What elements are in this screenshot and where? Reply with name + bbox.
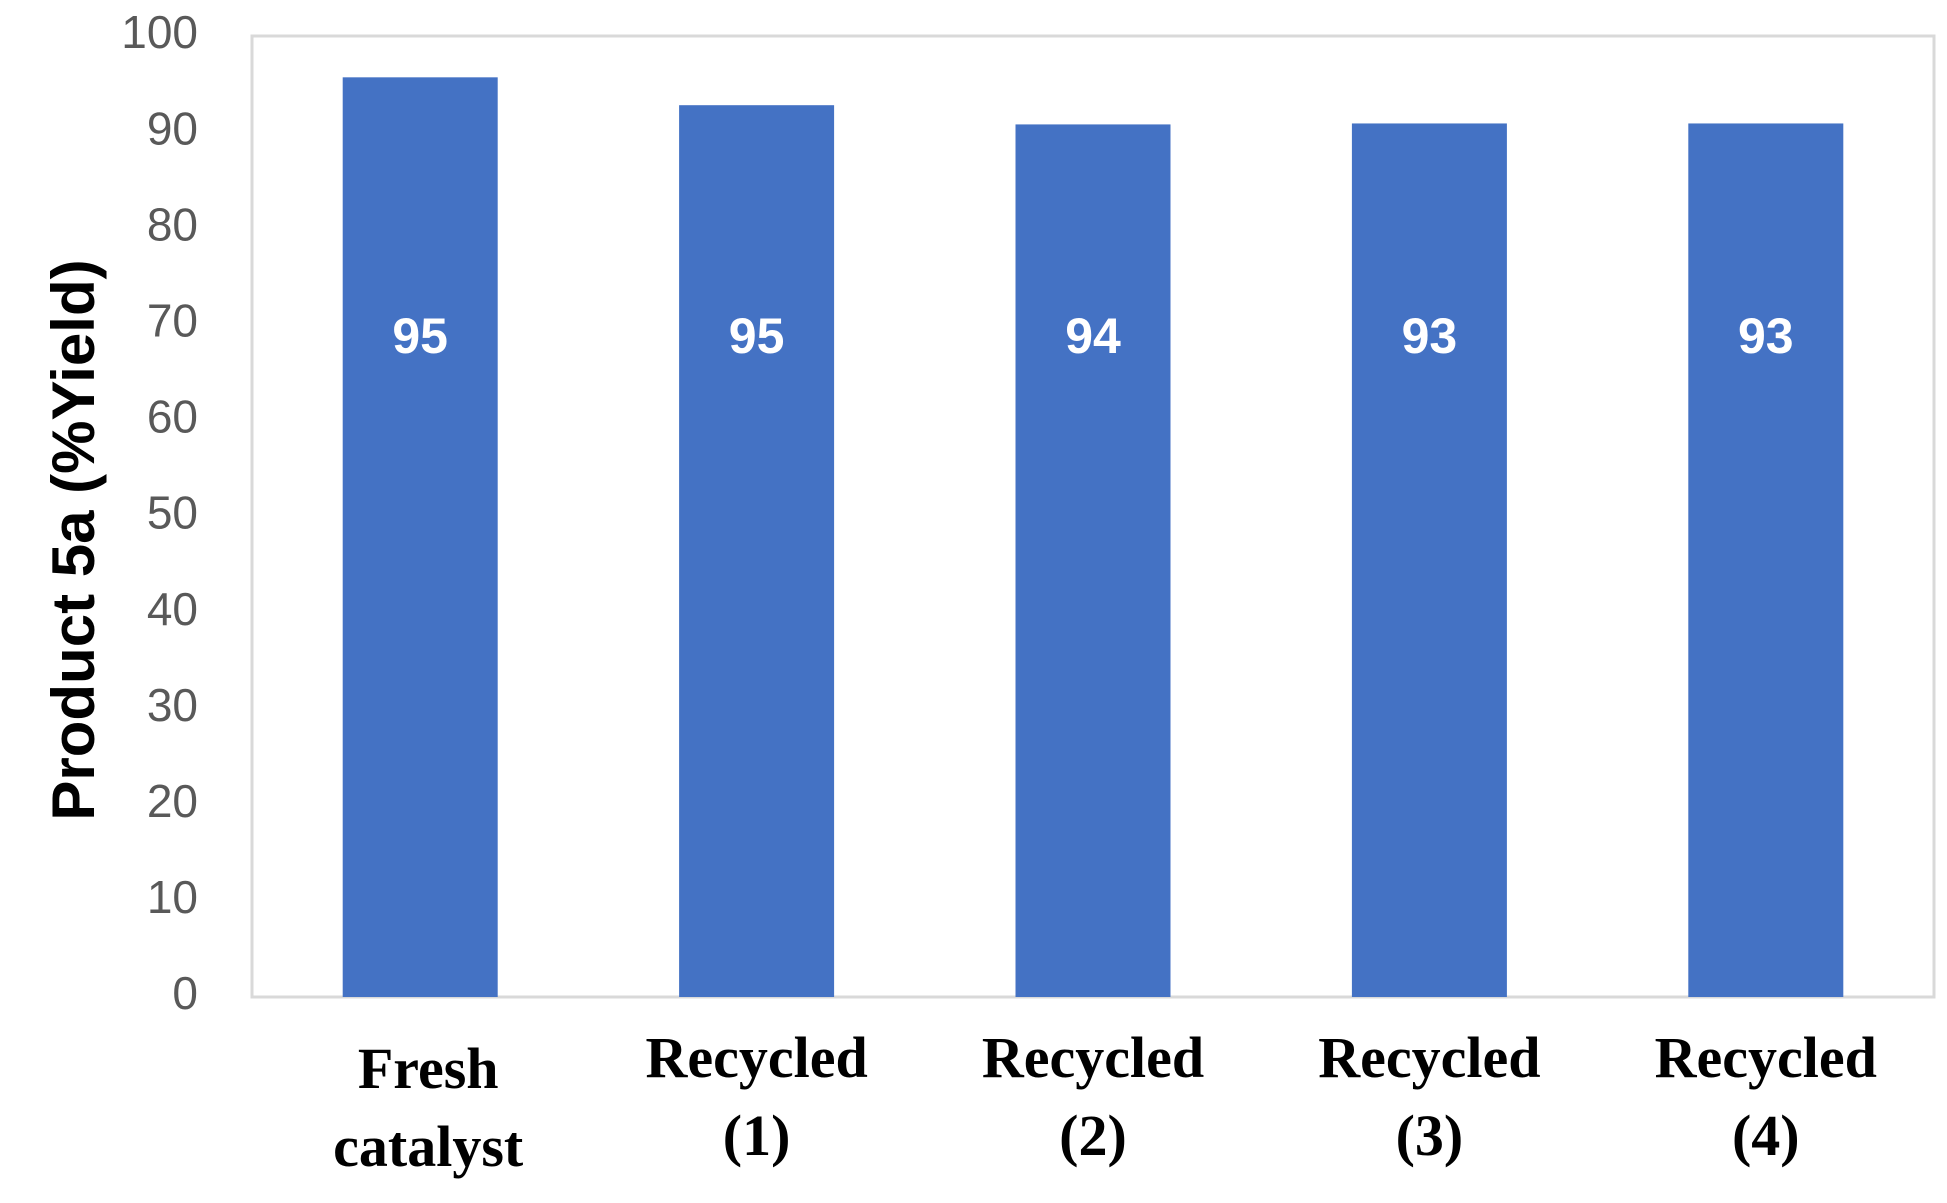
data-labels-group: 95 95 94 93 93 (392, 308, 1793, 364)
x-category-label: Recycled (1655, 1025, 1877, 1090)
bar (1351, 123, 1507, 998)
x-axis-labels: Fresh catalyst Recycled (1) Recycled (2) Recyc… (333, 1025, 1877, 1179)
bar (1688, 123, 1844, 998)
y-tick-label: 80 (147, 198, 198, 250)
y-tick-label: 90 (147, 102, 198, 154)
bar (342, 77, 498, 997)
y-tick-label: 40 (147, 583, 198, 635)
y-tick-label: 100 (121, 6, 198, 58)
x-category-label: Recycled (982, 1025, 1204, 1090)
x-category-label: Recycled (645, 1025, 867, 1090)
y-tick-label: 70 (147, 294, 198, 346)
x-category-label: (2) (1059, 1103, 1127, 1168)
x-category-label: (1) (723, 1103, 791, 1168)
bar-data-label: 95 (392, 308, 448, 364)
y-tick-label: 0 (172, 967, 198, 1019)
x-category-label: (3) (1396, 1103, 1464, 1168)
bars-group (342, 77, 1844, 998)
x-category-label: catalyst (333, 1114, 524, 1179)
y-tick-label: 50 (147, 487, 198, 539)
y-axis-ticks: 0 10 20 30 40 50 60 70 80 90 100 (121, 6, 198, 1019)
y-tick-label: 20 (147, 775, 198, 827)
x-category-label: Recycled (1318, 1025, 1540, 1090)
x-category-label: Fresh (358, 1036, 499, 1101)
bar-data-label: 93 (1402, 308, 1458, 364)
bar-data-label: 95 (729, 308, 785, 364)
x-category-label: (4) (1732, 1103, 1800, 1168)
y-tick-label: 30 (147, 679, 198, 731)
bar-data-label: 94 (1065, 308, 1121, 364)
bar (679, 105, 835, 997)
y-tick-label: 10 (147, 871, 198, 923)
y-axis-title: Product 5a (%Yield) (40, 259, 107, 820)
bar-data-label: 93 (1738, 308, 1794, 364)
bar (1015, 124, 1171, 998)
y-tick-label: 60 (147, 391, 198, 443)
